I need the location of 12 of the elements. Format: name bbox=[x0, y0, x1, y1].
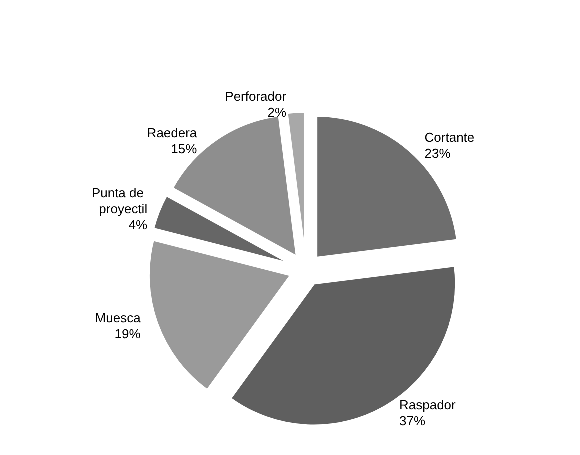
data-label: 19% bbox=[114, 326, 142, 342]
slice-label: Raedera bbox=[147, 126, 198, 141]
slice-label: Muesca bbox=[95, 310, 142, 326]
data-label: 4% bbox=[128, 217, 148, 232]
slice-label: Raspador bbox=[400, 397, 457, 412]
slice-label: Punta de proyectil bbox=[92, 185, 148, 216]
data-label: 37% bbox=[400, 413, 426, 428]
slice-label: Perforador bbox=[225, 88, 288, 104]
data-label: 2% bbox=[268, 104, 288, 120]
data-label: 15% bbox=[171, 142, 198, 157]
data-label: 23% bbox=[424, 146, 452, 161]
slice-label: Cortante bbox=[424, 130, 475, 145]
